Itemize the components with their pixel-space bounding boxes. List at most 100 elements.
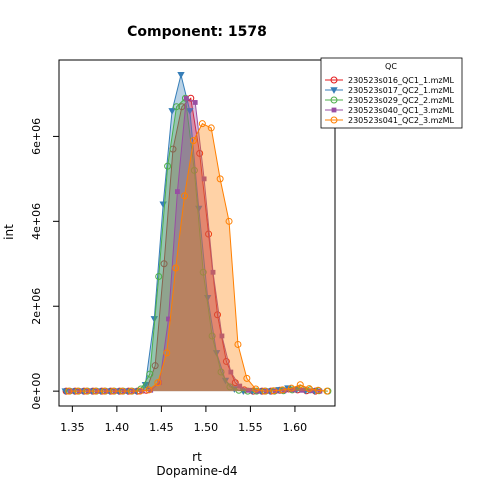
x-tick-label: 1.35 (60, 421, 85, 434)
data-point (192, 100, 198, 105)
data-point (261, 387, 269, 395)
legend-label: 230523s041_QC2_3.mzML (348, 116, 454, 125)
data-point (109, 387, 117, 395)
data-point (213, 311, 221, 319)
data-point (186, 108, 194, 115)
data-point (92, 387, 100, 395)
data-point (296, 381, 304, 389)
data-point (151, 362, 159, 370)
series-line-5 (68, 123, 328, 392)
legend-box (320, 57, 463, 129)
data-point (168, 108, 176, 115)
data-point (225, 217, 233, 225)
data-point (146, 370, 154, 378)
legend-entry: 230523s041_QC2_3.mzML (325, 116, 454, 125)
data-point (278, 386, 286, 394)
legend-marker (330, 116, 338, 124)
data-point (196, 149, 204, 157)
data-point (172, 264, 180, 272)
data-point (314, 386, 322, 394)
data-point (243, 374, 251, 382)
data-point (183, 95, 189, 101)
x-tick-label: 1.45 (149, 421, 174, 434)
data-point (323, 387, 331, 395)
data-point (177, 72, 185, 79)
data-point (155, 273, 163, 281)
y-tick-label: 2e+06 (30, 288, 43, 325)
data-point (100, 387, 108, 395)
data-point (181, 192, 189, 200)
data-point (154, 379, 162, 387)
data-point (136, 387, 144, 395)
data-point (207, 124, 215, 132)
data-point (150, 316, 158, 323)
data-point (199, 268, 207, 276)
series-area-4 (70, 98, 320, 392)
plot-series-group (61, 72, 332, 395)
data-point (219, 333, 225, 339)
legend-label: 230523s029_QC2_2.mzML (348, 96, 454, 105)
x-axis: 1.35 1.40 1.45 1.50 1.55 1.60 (60, 405, 308, 434)
data-point (221, 377, 230, 385)
data-point (217, 368, 225, 376)
data-point (201, 176, 207, 182)
data-point (198, 120, 206, 128)
legend: QC 230523s016_QC1_1.mzML230523s017_QC2_1… (320, 57, 463, 129)
data-point (164, 162, 172, 170)
data-point (287, 384, 295, 392)
data-point (222, 357, 230, 365)
data-point (190, 166, 198, 174)
x-axis-title: rt (192, 450, 202, 464)
x-tick-label: 1.55 (238, 421, 263, 434)
series-area-2 (65, 74, 315, 392)
chart-title: Component: 1578 (127, 24, 267, 40)
data-point (178, 103, 186, 111)
data-point (145, 386, 153, 394)
data-point (118, 387, 126, 395)
data-point (216, 175, 224, 183)
legend-marker (330, 96, 338, 104)
data-point (65, 387, 73, 395)
data-point (252, 385, 260, 393)
data-point (305, 385, 313, 393)
series-5 (65, 120, 331, 395)
y-tick-label: 4e+06 (30, 203, 43, 240)
legend-entry: 230523s040_QC1_3.mzML (325, 106, 454, 115)
legend-label: 230523s040_QC1_3.mzML (348, 106, 454, 115)
data-point (270, 387, 278, 395)
series-area-1 (66, 98, 316, 392)
series-area-3 (69, 98, 328, 392)
data-point (228, 369, 234, 375)
legend-marker (330, 87, 338, 94)
data-point (234, 340, 242, 348)
data-point (205, 230, 213, 238)
y-tick-label: 6e+06 (30, 118, 43, 155)
data-point (163, 349, 171, 357)
data-point (246, 387, 252, 393)
y-tick-label: 0e+00 (30, 373, 43, 410)
data-point (74, 387, 82, 395)
plot-frame (58, 59, 336, 407)
data-point (189, 137, 197, 145)
legend-label: 230523s017_QC2_1.mzML (348, 86, 454, 95)
series-area-5 (68, 123, 327, 392)
data-point (237, 383, 243, 389)
x-axis-subtitle: Dopamine-d4 (156, 464, 237, 478)
data-point (127, 387, 135, 395)
data-point (208, 332, 216, 340)
x-tick-label: 1.60 (283, 421, 308, 434)
data-point (175, 189, 180, 195)
data-point (210, 269, 216, 275)
data-point (226, 383, 234, 391)
y-axis-title: int (2, 224, 16, 240)
x-tick-label: 1.40 (105, 421, 130, 434)
x-tick-label: 1.50 (194, 421, 219, 434)
legend-entry: 230523s016_QC1_1.mzML (325, 76, 454, 85)
legend-entries: 230523s016_QC1_1.mzML230523s017_QC2_1.mz… (325, 76, 454, 125)
data-point (160, 260, 168, 268)
data-point (83, 387, 91, 395)
legend-marker (330, 76, 338, 84)
legend-label: 230523s016_QC1_1.mzML (348, 76, 454, 85)
